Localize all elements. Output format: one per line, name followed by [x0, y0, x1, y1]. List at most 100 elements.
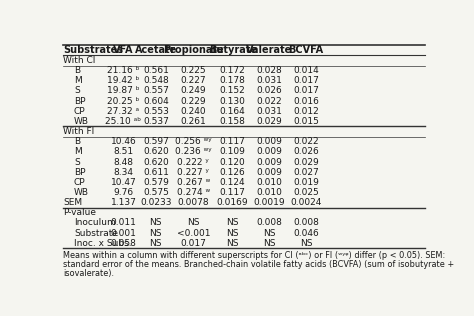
Text: 0.267 ʷ: 0.267 ʷ — [177, 178, 210, 187]
Text: 0.017: 0.017 — [181, 239, 206, 248]
Text: 0.227 ʸ: 0.227 ʸ — [177, 168, 209, 177]
Text: 0.561: 0.561 — [143, 66, 169, 75]
Text: 0.109: 0.109 — [220, 147, 246, 156]
Text: BP: BP — [74, 168, 85, 177]
Text: 25.10 ᵃᵇ: 25.10 ᵃᵇ — [106, 117, 142, 126]
Text: 0.249: 0.249 — [181, 87, 206, 95]
Text: 27.32 ᵃ: 27.32 ᵃ — [108, 107, 140, 116]
Text: Substrates: Substrates — [63, 45, 123, 55]
Text: 0.178: 0.178 — [220, 76, 246, 85]
Text: 0.015: 0.015 — [293, 117, 319, 126]
Text: 0.031: 0.031 — [256, 107, 283, 116]
Text: 10.46: 10.46 — [110, 137, 137, 146]
Text: 0.117: 0.117 — [220, 188, 246, 197]
Text: 0.009: 0.009 — [256, 147, 283, 156]
Text: 0.620: 0.620 — [143, 158, 169, 167]
Text: 0.537: 0.537 — [143, 117, 169, 126]
Text: B: B — [74, 137, 80, 146]
Text: 0.058: 0.058 — [110, 239, 137, 248]
Text: 0.553: 0.553 — [143, 107, 169, 116]
Text: 0.009: 0.009 — [256, 137, 283, 146]
Text: isovalerate).: isovalerate). — [63, 269, 114, 278]
Text: 0.575: 0.575 — [143, 188, 169, 197]
Text: WB: WB — [74, 117, 89, 126]
Text: 0.027: 0.027 — [293, 168, 319, 177]
Text: 0.225: 0.225 — [181, 66, 206, 75]
Text: NS: NS — [150, 239, 162, 248]
Text: 0.009: 0.009 — [256, 158, 283, 167]
Text: 0.046: 0.046 — [293, 229, 319, 238]
Text: 0.008: 0.008 — [256, 218, 283, 228]
Text: 0.029: 0.029 — [256, 117, 282, 126]
Text: BCVFA: BCVFA — [289, 45, 324, 55]
Text: VFA: VFA — [113, 45, 134, 55]
Text: 0.222 ʸ: 0.222 ʸ — [177, 158, 209, 167]
Text: 0.579: 0.579 — [143, 178, 169, 187]
Text: 0.014: 0.014 — [293, 66, 319, 75]
Text: Means within a column with different superscripts for CI (ᵃᵇᶜ) or FI (ʷʸᵠ) diffe: Means within a column with different sup… — [63, 251, 445, 260]
Text: NS: NS — [227, 239, 239, 248]
Text: 0.011: 0.011 — [110, 218, 137, 228]
Text: 0.010: 0.010 — [256, 188, 283, 197]
Text: 0.0169: 0.0169 — [217, 198, 248, 207]
Text: 0.240: 0.240 — [181, 107, 206, 116]
Text: 0.009: 0.009 — [256, 168, 283, 177]
Text: 0.001: 0.001 — [110, 229, 137, 238]
Text: NS: NS — [187, 218, 200, 228]
Text: 0.611: 0.611 — [143, 168, 169, 177]
Text: 0.172: 0.172 — [220, 66, 246, 75]
Text: 20.25 ᵇ: 20.25 ᵇ — [107, 97, 140, 106]
Text: Valerate: Valerate — [246, 45, 292, 55]
Text: Substrate: Substrate — [74, 229, 118, 238]
Text: CP: CP — [74, 107, 86, 116]
Text: standard error of the means. Branched-chain volatile fatty acids (BCVFA) (sum of: standard error of the means. Branched-ch… — [63, 260, 454, 269]
Text: 0.022: 0.022 — [293, 137, 319, 146]
Text: 0.025: 0.025 — [293, 188, 319, 197]
Text: With FI: With FI — [63, 127, 94, 136]
Text: M: M — [74, 147, 82, 156]
Text: 0.016: 0.016 — [293, 97, 319, 106]
Text: SEM: SEM — [63, 198, 82, 207]
Text: Butyrate: Butyrate — [209, 45, 256, 55]
Text: 0.0078: 0.0078 — [178, 198, 209, 207]
Text: NS: NS — [227, 229, 239, 238]
Text: Inoc. x Subs.: Inoc. x Subs. — [74, 239, 132, 248]
Text: 9.76: 9.76 — [113, 188, 134, 197]
Text: With CI: With CI — [63, 56, 95, 65]
Text: Acetate: Acetate — [135, 45, 177, 55]
Text: 0.604: 0.604 — [143, 97, 169, 106]
Text: Inoculum: Inoculum — [74, 218, 116, 228]
Text: 0.031: 0.031 — [256, 76, 283, 85]
Text: 0.022: 0.022 — [256, 97, 282, 106]
Text: 0.029: 0.029 — [293, 158, 319, 167]
Text: B: B — [74, 66, 80, 75]
Text: 0.557: 0.557 — [143, 87, 169, 95]
Text: 8.34: 8.34 — [114, 168, 134, 177]
Text: 0.256 ʷʸ: 0.256 ʷʸ — [175, 137, 212, 146]
Text: 0.120: 0.120 — [220, 158, 246, 167]
Text: 0.261: 0.261 — [181, 117, 206, 126]
Text: <0.001: <0.001 — [177, 229, 210, 238]
Text: 19.87 ᵇ: 19.87 ᵇ — [107, 87, 140, 95]
Text: 0.620: 0.620 — [143, 147, 169, 156]
Text: 0.117: 0.117 — [220, 137, 246, 146]
Text: 8.51: 8.51 — [113, 147, 134, 156]
Text: 0.130: 0.130 — [220, 97, 246, 106]
Text: M: M — [74, 76, 82, 85]
Text: 0.017: 0.017 — [293, 87, 319, 95]
Text: 0.126: 0.126 — [220, 168, 246, 177]
Text: 19.42 ᵇ: 19.42 ᵇ — [107, 76, 140, 85]
Text: 0.019: 0.019 — [293, 178, 319, 187]
Text: 0.008: 0.008 — [293, 218, 319, 228]
Text: NS: NS — [150, 229, 162, 238]
Text: 0.026: 0.026 — [256, 87, 282, 95]
Text: NS: NS — [263, 229, 275, 238]
Text: NS: NS — [263, 239, 275, 248]
Text: P-value: P-value — [63, 208, 96, 217]
Text: 0.012: 0.012 — [293, 107, 319, 116]
Text: 0.164: 0.164 — [220, 107, 246, 116]
Text: Propionate: Propionate — [163, 45, 224, 55]
Text: 0.152: 0.152 — [220, 87, 246, 95]
Text: S: S — [74, 87, 80, 95]
Text: 0.229: 0.229 — [181, 97, 206, 106]
